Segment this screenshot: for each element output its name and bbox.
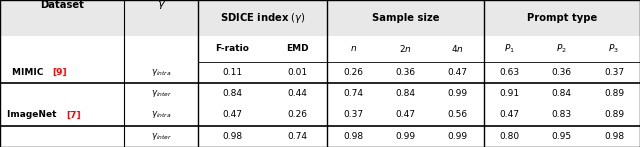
Text: 0.99: 0.99 bbox=[447, 89, 468, 98]
Text: 0.89: 0.89 bbox=[604, 89, 624, 98]
Text: 0.84: 0.84 bbox=[223, 89, 243, 98]
Text: $\mathbf{SDICE\ index}\ (\gamma)$: $\mathbf{SDICE\ index}\ (\gamma)$ bbox=[220, 11, 306, 25]
Text: 0.99: 0.99 bbox=[447, 132, 468, 141]
Text: Dataset: Dataset bbox=[40, 0, 84, 10]
Text: $P_3$: $P_3$ bbox=[609, 42, 620, 55]
Bar bbox=[0, 0, 640, 36]
Text: 0.83: 0.83 bbox=[552, 111, 572, 120]
Bar bbox=[0, 126, 640, 147]
Text: $\gamma_{intra}$: $\gamma_{intra}$ bbox=[151, 67, 172, 78]
Text: 0.98: 0.98 bbox=[344, 132, 364, 141]
Text: 0.37: 0.37 bbox=[604, 68, 624, 77]
Bar bbox=[0, 83, 640, 104]
Text: 0.37: 0.37 bbox=[344, 111, 364, 120]
Text: 0.98: 0.98 bbox=[604, 132, 624, 141]
Text: 0.47: 0.47 bbox=[396, 111, 415, 120]
Text: 0.84: 0.84 bbox=[396, 89, 415, 98]
Text: 0.74: 0.74 bbox=[344, 89, 364, 98]
Text: 0.98: 0.98 bbox=[223, 132, 243, 141]
Text: ImageNet: ImageNet bbox=[8, 111, 60, 120]
Text: $\gamma$: $\gamma$ bbox=[157, 0, 166, 11]
Text: 0.74: 0.74 bbox=[287, 132, 307, 141]
Text: EMD: EMD bbox=[285, 44, 308, 53]
Text: 0.99: 0.99 bbox=[396, 132, 415, 141]
Text: 0.01: 0.01 bbox=[287, 68, 307, 77]
Text: $P_2$: $P_2$ bbox=[556, 42, 567, 55]
Bar bbox=[0, 104, 640, 126]
Text: 0.26: 0.26 bbox=[287, 111, 307, 120]
Text: 0.47: 0.47 bbox=[447, 68, 468, 77]
Text: $4n$: $4n$ bbox=[451, 43, 464, 54]
Bar bbox=[0, 62, 640, 83]
Text: $\gamma_{inter}$: $\gamma_{inter}$ bbox=[150, 88, 172, 99]
Text: 0.80: 0.80 bbox=[500, 132, 520, 141]
Text: 0.47: 0.47 bbox=[223, 111, 243, 120]
Text: $\gamma_{inter}$: $\gamma_{inter}$ bbox=[150, 131, 172, 142]
Text: 0.91: 0.91 bbox=[500, 89, 520, 98]
Text: 0.36: 0.36 bbox=[552, 68, 572, 77]
Text: $n$: $n$ bbox=[350, 44, 357, 53]
Text: 0.36: 0.36 bbox=[396, 68, 415, 77]
Text: $\gamma_{intra}$: $\gamma_{intra}$ bbox=[151, 110, 172, 121]
Text: 0.95: 0.95 bbox=[552, 132, 572, 141]
Text: 0.89: 0.89 bbox=[604, 111, 624, 120]
Text: $P_1$: $P_1$ bbox=[504, 42, 515, 55]
Text: 0.47: 0.47 bbox=[500, 111, 520, 120]
Text: Sample size: Sample size bbox=[372, 13, 439, 23]
Text: [7]: [7] bbox=[67, 111, 81, 120]
Text: 0.56: 0.56 bbox=[447, 111, 468, 120]
Text: 0.44: 0.44 bbox=[287, 89, 307, 98]
Text: F-ratio: F-ratio bbox=[216, 44, 250, 53]
Text: MIMIC: MIMIC bbox=[12, 68, 47, 77]
Text: Prompt type: Prompt type bbox=[527, 13, 597, 23]
Text: 0.84: 0.84 bbox=[552, 89, 572, 98]
Text: 0.26: 0.26 bbox=[344, 68, 364, 77]
Text: 0.11: 0.11 bbox=[223, 68, 243, 77]
Text: $2n$: $2n$ bbox=[399, 43, 412, 54]
Text: [9]: [9] bbox=[52, 68, 67, 77]
Text: 0.63: 0.63 bbox=[500, 68, 520, 77]
